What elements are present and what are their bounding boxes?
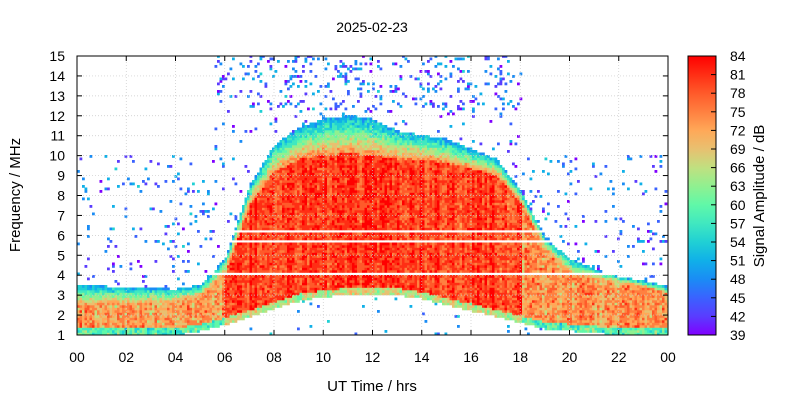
y-tick-label: 8 bbox=[57, 188, 65, 204]
x-tick-label: 04 bbox=[168, 349, 184, 365]
colorbar-tick-label: 54 bbox=[730, 234, 746, 250]
y-tick-label: 14 bbox=[49, 68, 65, 84]
colorbar-tick-label: 84 bbox=[730, 48, 746, 64]
grid-lines bbox=[77, 56, 668, 335]
colorbar-tick-label: 39 bbox=[730, 327, 746, 343]
colorbar-tick-label: 60 bbox=[730, 197, 746, 213]
colorbar-tick-label: 63 bbox=[730, 178, 746, 194]
x-axis-label: UT Time / hrs bbox=[327, 378, 417, 395]
y-tick-label: 1 bbox=[57, 327, 65, 343]
y-tick-label: 15 bbox=[49, 48, 65, 64]
y-tick-label: 5 bbox=[57, 247, 65, 263]
y-tick-label: 10 bbox=[49, 148, 65, 164]
x-tick-label: 00 bbox=[660, 349, 676, 365]
x-tick-label: 16 bbox=[463, 349, 479, 365]
y-tick-label: 11 bbox=[50, 128, 65, 144]
y-tick-label: 9 bbox=[57, 168, 65, 184]
colorbar-tick-label: 57 bbox=[730, 215, 746, 231]
x-tick-label: 08 bbox=[266, 349, 282, 365]
y-axis-label: Frequency / MHz bbox=[7, 138, 24, 252]
colorbar-tick-label: 81 bbox=[730, 67, 746, 83]
colorbar-tick-label: 66 bbox=[730, 160, 746, 176]
y-tick-label: 12 bbox=[49, 108, 65, 124]
chart-title: 2025-02-23 bbox=[336, 19, 408, 35]
x-tick-label: 12 bbox=[365, 349, 381, 365]
spectrogram-heatmap bbox=[77, 56, 668, 335]
y-tick-label: 7 bbox=[57, 207, 65, 223]
colorbar-tick-label: 78 bbox=[730, 85, 746, 101]
x-tick-label: 06 bbox=[217, 349, 233, 365]
x-tick-label: 10 bbox=[315, 349, 331, 365]
colorbar-tick-label: 72 bbox=[730, 122, 746, 138]
y-tick-label: 4 bbox=[57, 267, 65, 283]
colorbar-tick-label: 45 bbox=[730, 290, 746, 306]
y-tick-label: 2 bbox=[57, 307, 65, 323]
colorbar-tick-label: 51 bbox=[730, 253, 746, 269]
colorbar-tick-label: 69 bbox=[730, 141, 746, 157]
x-tick-label: 02 bbox=[118, 349, 134, 365]
x-tick-label: 14 bbox=[414, 349, 430, 365]
y-tick-label: 6 bbox=[57, 227, 65, 243]
y-tick-label: 3 bbox=[57, 287, 65, 303]
y-tick-label: 13 bbox=[49, 88, 65, 104]
colorbar-tick-label: 75 bbox=[730, 104, 746, 120]
colorbar-label: Signal Amplitude / dB bbox=[751, 125, 768, 268]
x-axis-ticks: 00 02 04 06 08 10 12 14 16 18 20 22 00 bbox=[69, 56, 676, 365]
colorbar bbox=[687, 55, 717, 336]
colorbar-tick-label: 42 bbox=[730, 308, 746, 324]
x-tick-label: 00 bbox=[69, 349, 85, 365]
colorbar-tick-label: 48 bbox=[730, 271, 746, 287]
colorbar-ticks: 39 42 45 48 51 54 57 60 63 66 69 72 75 78 81 84 bbox=[711, 48, 746, 343]
x-tick-label: 18 bbox=[512, 349, 528, 365]
x-tick-label: 20 bbox=[562, 349, 578, 365]
x-tick-label: 22 bbox=[611, 349, 627, 365]
